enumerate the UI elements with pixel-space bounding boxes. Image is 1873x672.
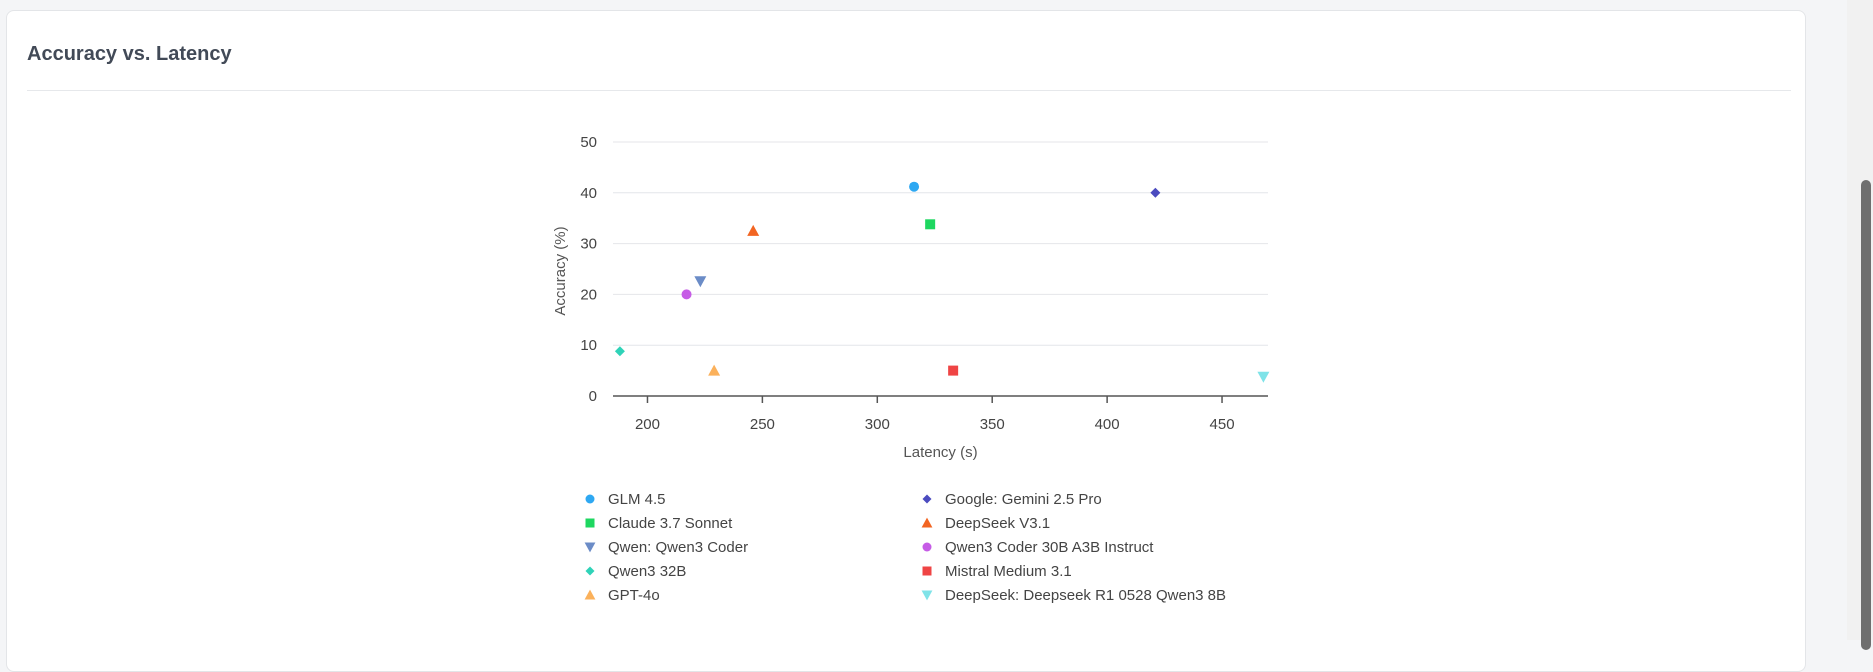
data-point (614, 346, 625, 357)
data-point (681, 289, 692, 300)
data-point (694, 276, 707, 288)
x-tick-label: 250 (750, 416, 775, 433)
legend-marker (922, 566, 932, 576)
data-point (747, 224, 760, 236)
x-tick-label: 350 (980, 416, 1005, 433)
page-scrollbar-thumb[interactable] (1861, 180, 1871, 650)
y-tick-label: 30 (580, 236, 597, 253)
title-divider (27, 90, 1791, 91)
y-tick-label: 50 (580, 134, 597, 151)
legend-marker (922, 494, 932, 504)
data-point (1150, 187, 1161, 198)
legend-label: Qwen3 Coder 30B A3B Instruct (945, 539, 1154, 556)
legend-marker (922, 542, 932, 552)
data-point (1257, 371, 1270, 383)
legend-label: GLM 4.5 (608, 491, 666, 508)
y-tick-label: 10 (580, 337, 597, 354)
x-tick-label: 300 (865, 416, 890, 433)
data-point (909, 181, 920, 192)
legend-label: DeepSeek: Deepseek R1 0528 Qwen3 8B (945, 587, 1226, 604)
legend-label: Claude 3.7 Sonnet (608, 515, 733, 532)
y-tick-label: 20 (580, 286, 597, 303)
x-tick-label: 450 (1210, 416, 1235, 433)
legend-label: Mistral Medium 3.1 (945, 563, 1072, 580)
y-tick-label: 0 (589, 388, 597, 405)
legend-marker (585, 518, 595, 528)
legend-marker (921, 590, 933, 601)
x-axis-title: Latency (s) (903, 444, 977, 461)
data-point (925, 219, 936, 230)
legend-marker (585, 494, 595, 504)
x-tick-label: 400 (1095, 416, 1120, 433)
legend-marker (584, 542, 596, 553)
legend-label: Qwen3 32B (608, 563, 686, 580)
scatter-chart: 0 10 20 30 40 50 200 250 300 350 400 450 Latency (s)… (552, 134, 1270, 604)
legend-label: DeepSeek V3.1 (945, 515, 1050, 532)
legend-marker (584, 589, 596, 600)
legend-marker (585, 566, 595, 576)
legend-label: Qwen: Qwen3 Coder (608, 539, 748, 556)
legend-marker (921, 517, 933, 528)
x-tick-label: 200 (635, 416, 660, 433)
data-point (708, 364, 721, 376)
legend-label: GPT-4o (608, 587, 660, 604)
legend-label: Google: Gemini 2.5 Pro (945, 491, 1102, 508)
y-tick-label: 40 (580, 185, 597, 202)
chart-card: Accuracy vs. Latency (6, 10, 1806, 672)
card-title: Accuracy vs. Latency (27, 43, 232, 65)
data-point (948, 365, 959, 376)
y-axis-title: Accuracy (%) (552, 226, 569, 315)
